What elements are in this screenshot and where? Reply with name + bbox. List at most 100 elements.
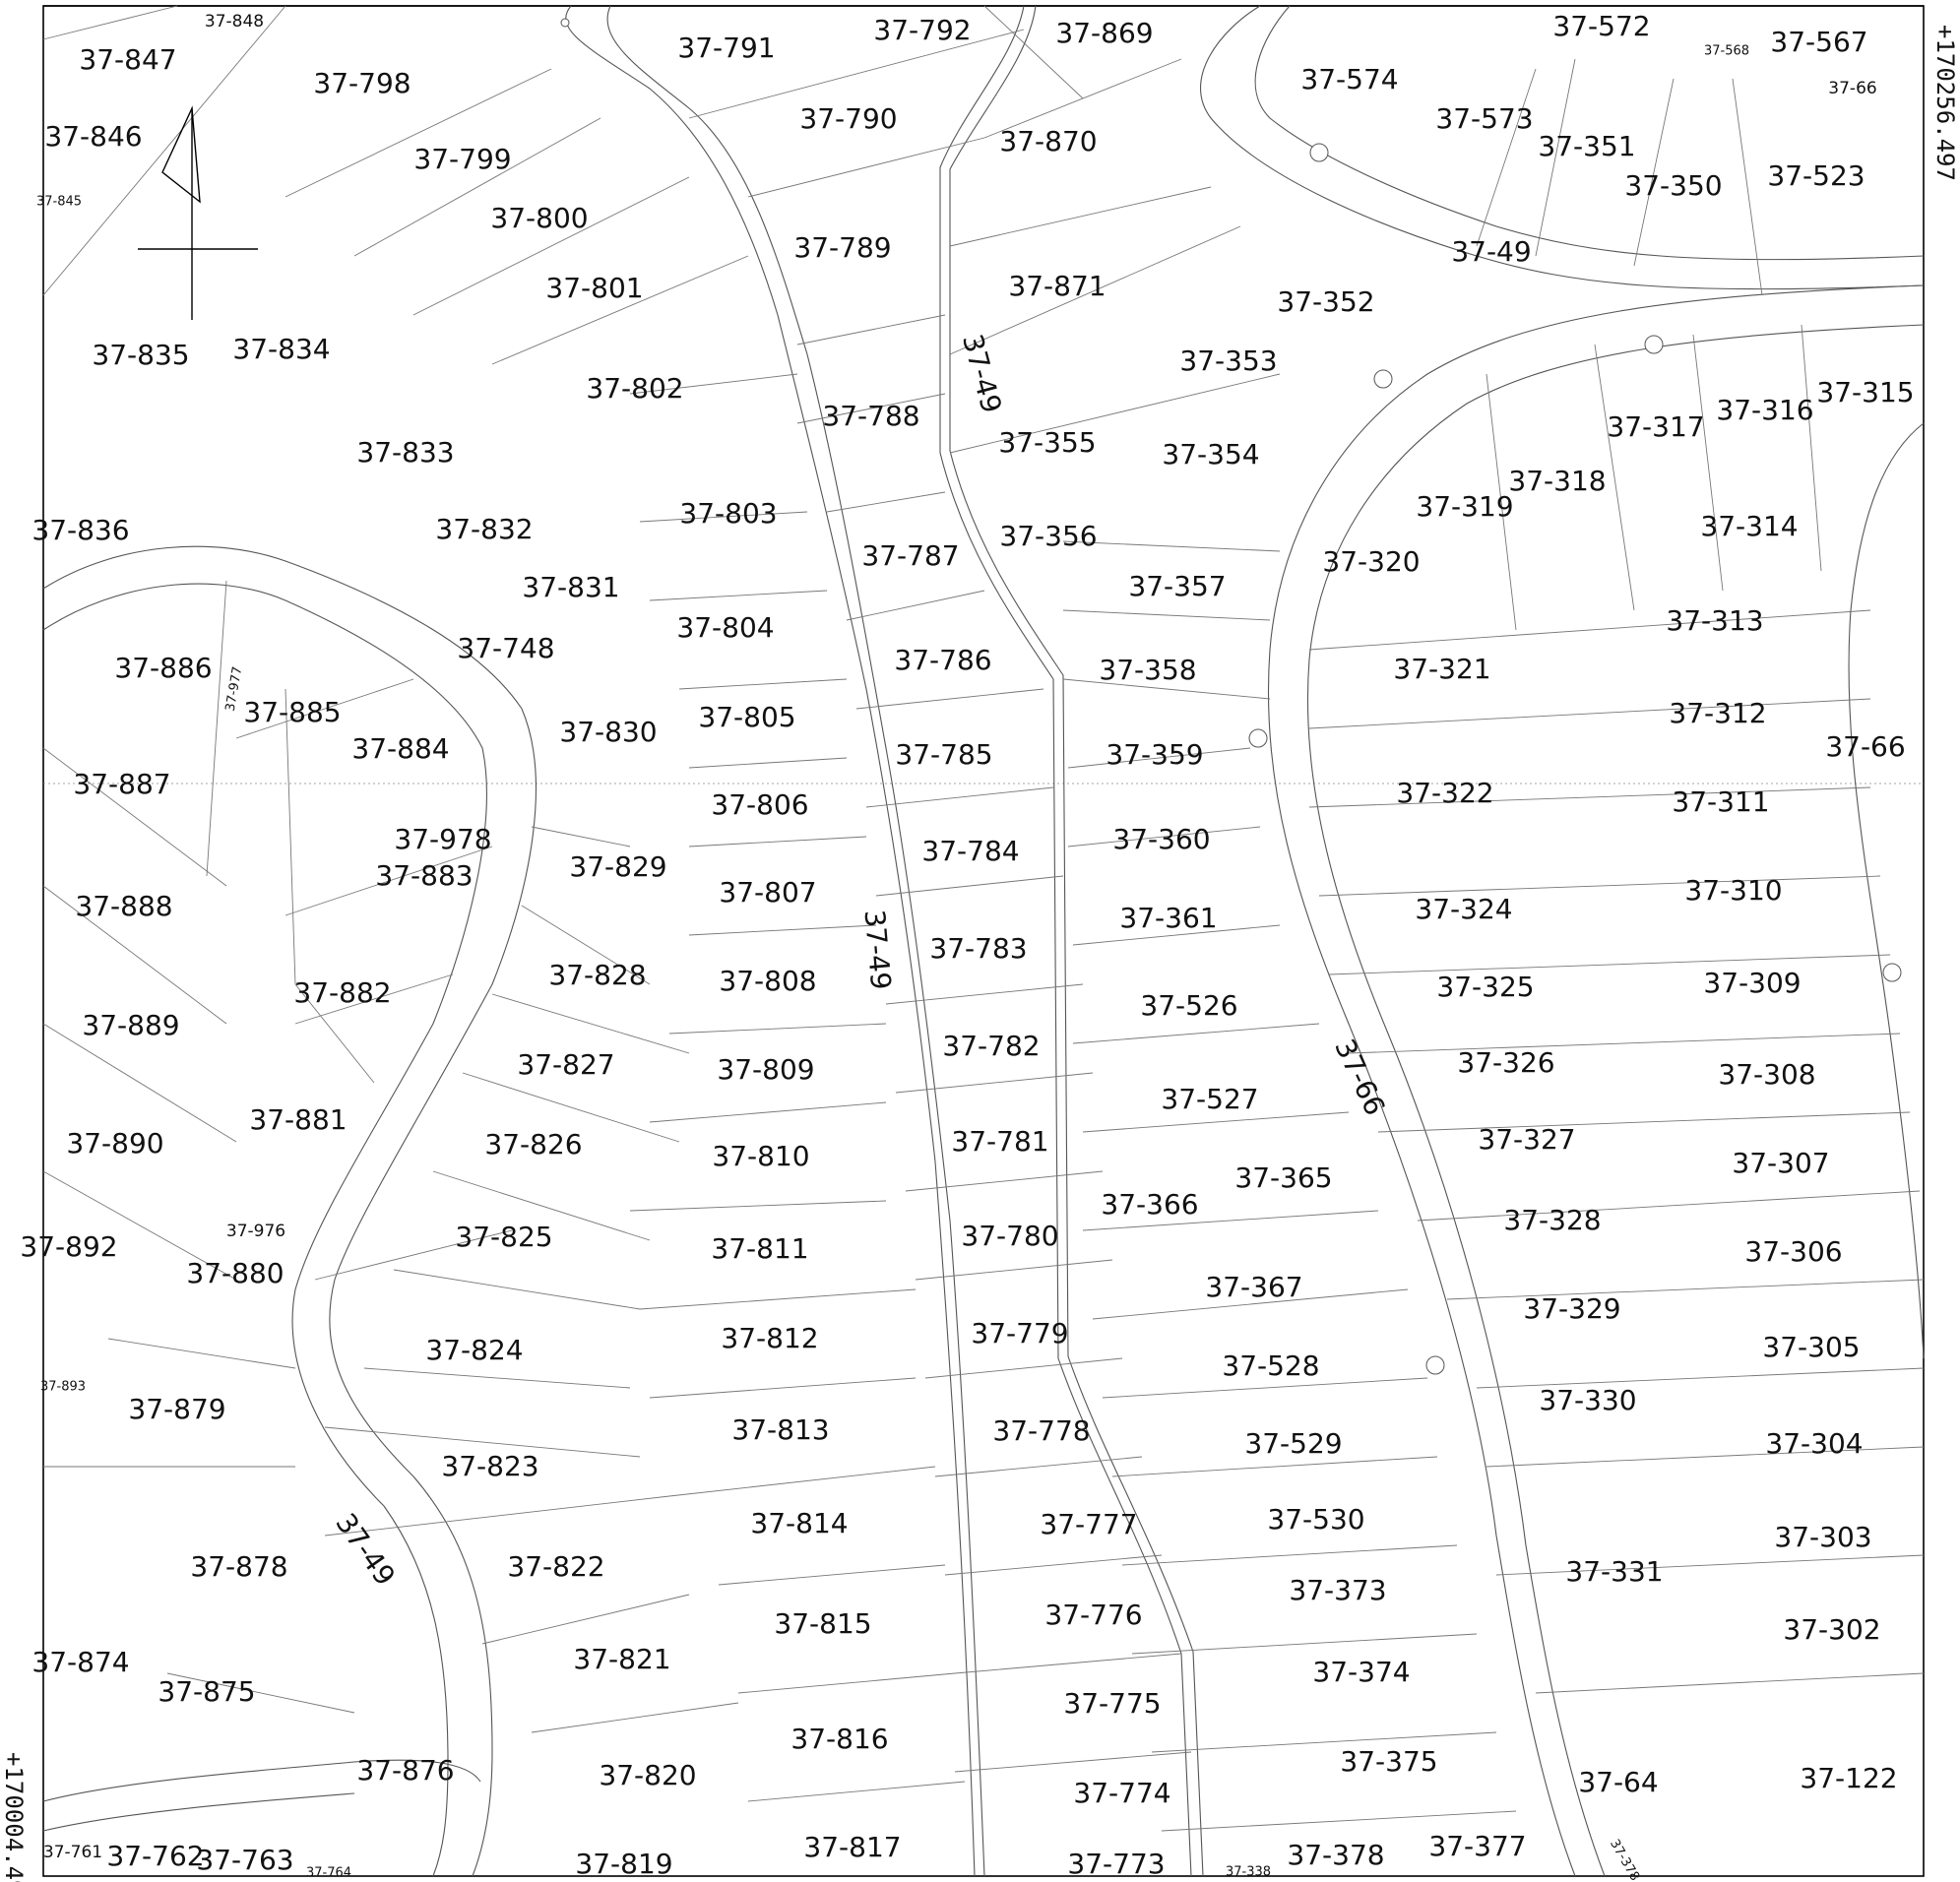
parcel-label: 37-808 [719,965,816,997]
parcel-label: 37-773 [1067,1848,1165,1880]
parcel-label: 37-351 [1538,130,1635,162]
parcel-label: 37-814 [750,1507,848,1539]
parcel-label: 37-377 [1428,1830,1526,1862]
road-edge [939,5,1192,1877]
parcel-label: 37-792 [873,14,971,46]
parcel-label: 37-66 [1828,79,1876,98]
parcel-label: 37-574 [1300,63,1398,95]
road-edge [1267,284,1925,1877]
parcel-label: 37-316 [1716,394,1813,426]
parcel-label: 37-810 [712,1140,809,1172]
parcel-label: 37-786 [894,644,991,676]
parcel-label: 37-353 [1179,345,1277,377]
parcel-label: 37-317 [1607,410,1704,443]
parcel-label: 37-976 [226,1222,285,1241]
coordinate-bottom-left: +170004.497 [0,1752,28,1882]
parcel-label: 37-776 [1044,1599,1142,1631]
parcel-label: 37-880 [186,1257,284,1289]
road-label: 37-66 [1328,1035,1391,1121]
parcel-label: 37-811 [711,1232,808,1265]
parcel-label: 37-888 [75,890,172,922]
parcel-label: 37-804 [676,611,774,644]
parcel-label: 37-833 [356,436,454,469]
parcel-label: 37-817 [803,1831,901,1863]
parcel-label: 37-321 [1393,653,1490,685]
parcel-label: 37-330 [1539,1384,1636,1416]
parcel-label: 37-798 [313,67,411,99]
parcel-label: 37-354 [1162,438,1259,470]
parcel-label: 37-836 [32,514,129,546]
parcel-label: 37-305 [1762,1331,1860,1363]
parcel-label: 37-828 [548,959,646,991]
parcel-label: 37-355 [998,426,1096,459]
parcel-label: 37-831 [522,571,619,603]
parcel-label: 37-883 [375,859,473,892]
parcel-label: 37-373 [1289,1574,1386,1606]
parcel-label: 37-783 [929,932,1027,965]
parcel-label: 37-310 [1684,874,1782,907]
parcel-label: 37-762 [106,1840,204,1872]
parcel-label: 37-847 [79,43,176,76]
parcel-label: 37-303 [1774,1521,1871,1553]
parcel-label: 37-799 [413,143,511,175]
parcel-label: 37-352 [1277,285,1374,318]
survey-markers [560,18,1902,1375]
parcel-label: 37-803 [679,497,777,530]
parcel-label: 37-821 [573,1643,670,1675]
parcel-label: 37-777 [1040,1508,1137,1540]
parcel-label: 37-378 [1607,1837,1642,1882]
parcel-label: 37-358 [1099,654,1196,686]
parcel-label: 37-367 [1205,1271,1302,1303]
parcel-label: 37-826 [484,1128,582,1161]
road-edge [42,1792,355,1832]
parcel-label: 37-890 [66,1127,163,1160]
parcel-label: 37-813 [731,1413,829,1446]
parcel-label: 37-375 [1340,1745,1437,1778]
parcel-label: 37-573 [1435,102,1533,135]
parcel-label: 37-529 [1244,1427,1342,1460]
road-edge [42,1759,481,1802]
parcel-label: 37-812 [721,1322,818,1354]
parcel-label: 37-848 [205,12,264,31]
parcel-label: 37-884 [351,732,449,765]
parcel-label: 37-835 [92,339,189,371]
parcel-label: 37-805 [698,701,795,733]
north-arrow-icon [138,105,258,320]
parcel-label: 37-807 [719,876,816,909]
parcel-label: 37-882 [293,976,391,1009]
parcel-label: 37-763 [196,1844,293,1876]
parcel-label: 37-778 [992,1414,1090,1447]
parcel-label: 37-822 [507,1550,604,1583]
parcel-label: 37-748 [457,632,554,664]
parcel-label: 37-846 [44,120,142,153]
road-edge [42,545,537,1877]
parcel-label: 37-789 [793,231,891,264]
parcel-label: 37-806 [711,788,808,821]
parcel-label: 37-527 [1161,1083,1258,1115]
parcel-label: 37-820 [599,1759,696,1791]
parcel-label: 37-801 [545,272,643,304]
parcel-label: 37-66 [1825,730,1905,763]
parcel-label: 37-784 [921,835,1019,867]
parcel-label: 37-319 [1416,490,1513,523]
parcel-label: 37-779 [971,1317,1068,1349]
parcel-label: 37-809 [717,1053,814,1086]
parcel-label: 37-834 [232,333,330,365]
parcel-label: 37-327 [1478,1123,1575,1156]
parcel-label: 37-530 [1267,1503,1364,1536]
parcel-label: 37-885 [243,696,341,728]
parcel-label: 37-311 [1672,785,1769,818]
road-label: 37-49 [956,331,1008,416]
parcel-label: 37-314 [1700,510,1798,542]
parcel-label: 37-819 [575,1848,672,1880]
parcel-label: 37-366 [1101,1188,1198,1221]
parcel-label: 37-359 [1106,738,1203,771]
parcel-label: 37-356 [999,520,1097,552]
parcel-label: 37-791 [677,31,775,64]
parcel-label: 37-876 [356,1754,454,1787]
parcel-label: 37-338 [1226,1865,1271,1880]
parcel-label: 37-815 [774,1607,871,1640]
parcel-label: 37-832 [435,513,533,545]
parcel-label: 37-567 [1770,26,1867,58]
